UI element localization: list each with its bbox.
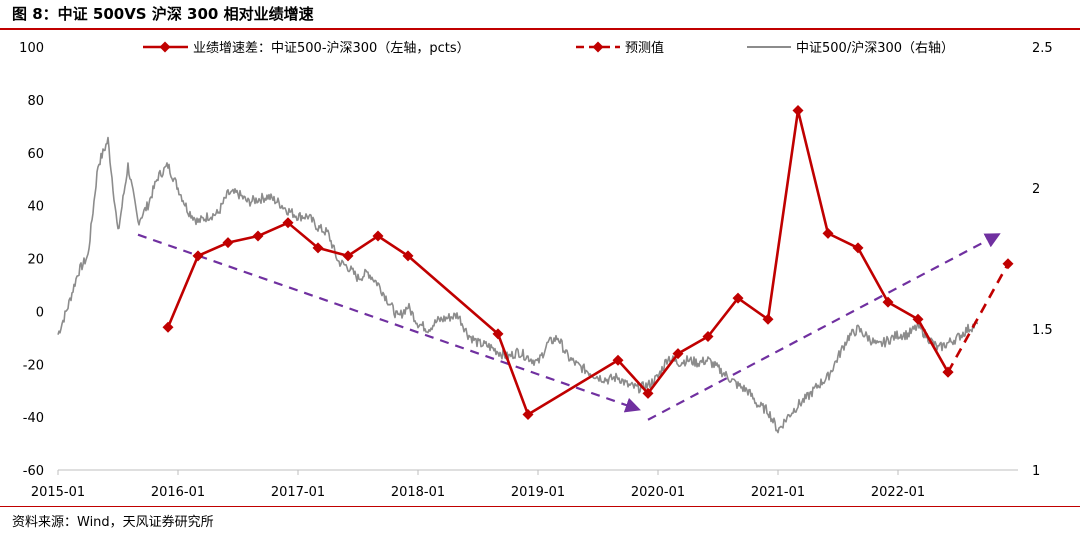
spread-point [612,354,624,366]
source-note: 资料来源：Wind，天风证券研究所 [12,515,214,530]
ratio-series [57,136,979,434]
trend-lines [137,233,1001,421]
y-left-tick-label: 80 [27,94,44,109]
title-divider [0,28,1080,30]
x-tick-label: 2016-01 [151,485,205,500]
y-left-tick-label: 60 [27,147,44,162]
spread-point [822,227,834,239]
spread-point [402,250,414,262]
y-left-tick-label: 40 [27,200,44,215]
spread-point [912,313,924,325]
spread-point [252,230,264,242]
spread-point [732,292,744,304]
spread-point [522,408,534,420]
forecast-point [1002,258,1014,270]
title-bar: 图 8：中证 500VS 沪深 300 相对业绩增速 [0,0,1080,26]
x-tick-label: 2015-01 [31,485,85,500]
spread-point [882,296,894,308]
legend-marker-forecast [592,41,604,53]
x-tick-label: 2022-01 [871,485,925,500]
axes: 2015-01 2016-01 2017-01 2018-01 2019-01 2020-… [19,41,1053,500]
x-tick-label: 2021-01 [751,485,805,500]
legend-marker-spread [159,41,171,53]
spread-point [852,242,864,254]
spread-series [162,104,1014,420]
y-right-tick-label: 1 [1032,464,1040,479]
legend-label-ratio: 中证500/沪深300（右轴） [796,40,954,56]
y-left-tick-label: 0 [36,305,44,320]
legend-label-forecast: 预测值 [625,40,664,56]
spread-point [162,321,174,333]
spread-point [672,348,684,360]
chart-title: 图 8：中证 500VS 沪深 300 相对业绩增速 [12,5,314,23]
y-left-tick-label: 20 [27,253,44,268]
spread-point [192,250,204,262]
x-tick-label: 2019-01 [511,485,565,500]
forecast-line [946,263,1010,373]
x-tick-label: 2017-01 [271,485,325,500]
spread-point [792,104,804,116]
y-right-tick-label: 2 [1032,182,1040,197]
y-right-tick-label: 2.5 [1032,41,1053,56]
spread-point [342,250,354,262]
spread-point [702,330,714,342]
legend-label-spread: 业绩增速差：中证500-沪深300（左轴，pcts） [193,40,470,56]
spread-point [222,237,234,249]
spread-point [282,217,294,229]
spread-point [372,230,384,242]
spread-point [762,313,774,325]
y-left-tick-label: 100 [19,41,44,56]
spread-point [312,242,324,254]
spread-line [166,109,950,416]
x-tick-label: 2018-01 [391,485,445,500]
forecast-point [942,366,954,378]
legend: 业绩增速差：中证500-沪深300（左轴，pcts） 预测值 中证500/沪深300… [143,40,954,56]
y-left-tick-label: -60 [23,464,44,479]
y-right-tick-label: 1.5 [1032,323,1053,338]
chart: 2015-01 2016-01 2017-01 2018-01 2019-01 2020-… [19,40,1053,500]
y-left-tick-label: -20 [23,358,44,373]
ratio-line [57,136,979,434]
spread-point [642,387,654,399]
x-tick-label: 2020-01 [631,485,685,500]
source-divider [0,506,1080,507]
y-left-tick-label: -40 [23,411,44,426]
trend-arrow [137,233,641,413]
trend-arrow [647,233,1001,421]
spread-point [492,328,504,340]
